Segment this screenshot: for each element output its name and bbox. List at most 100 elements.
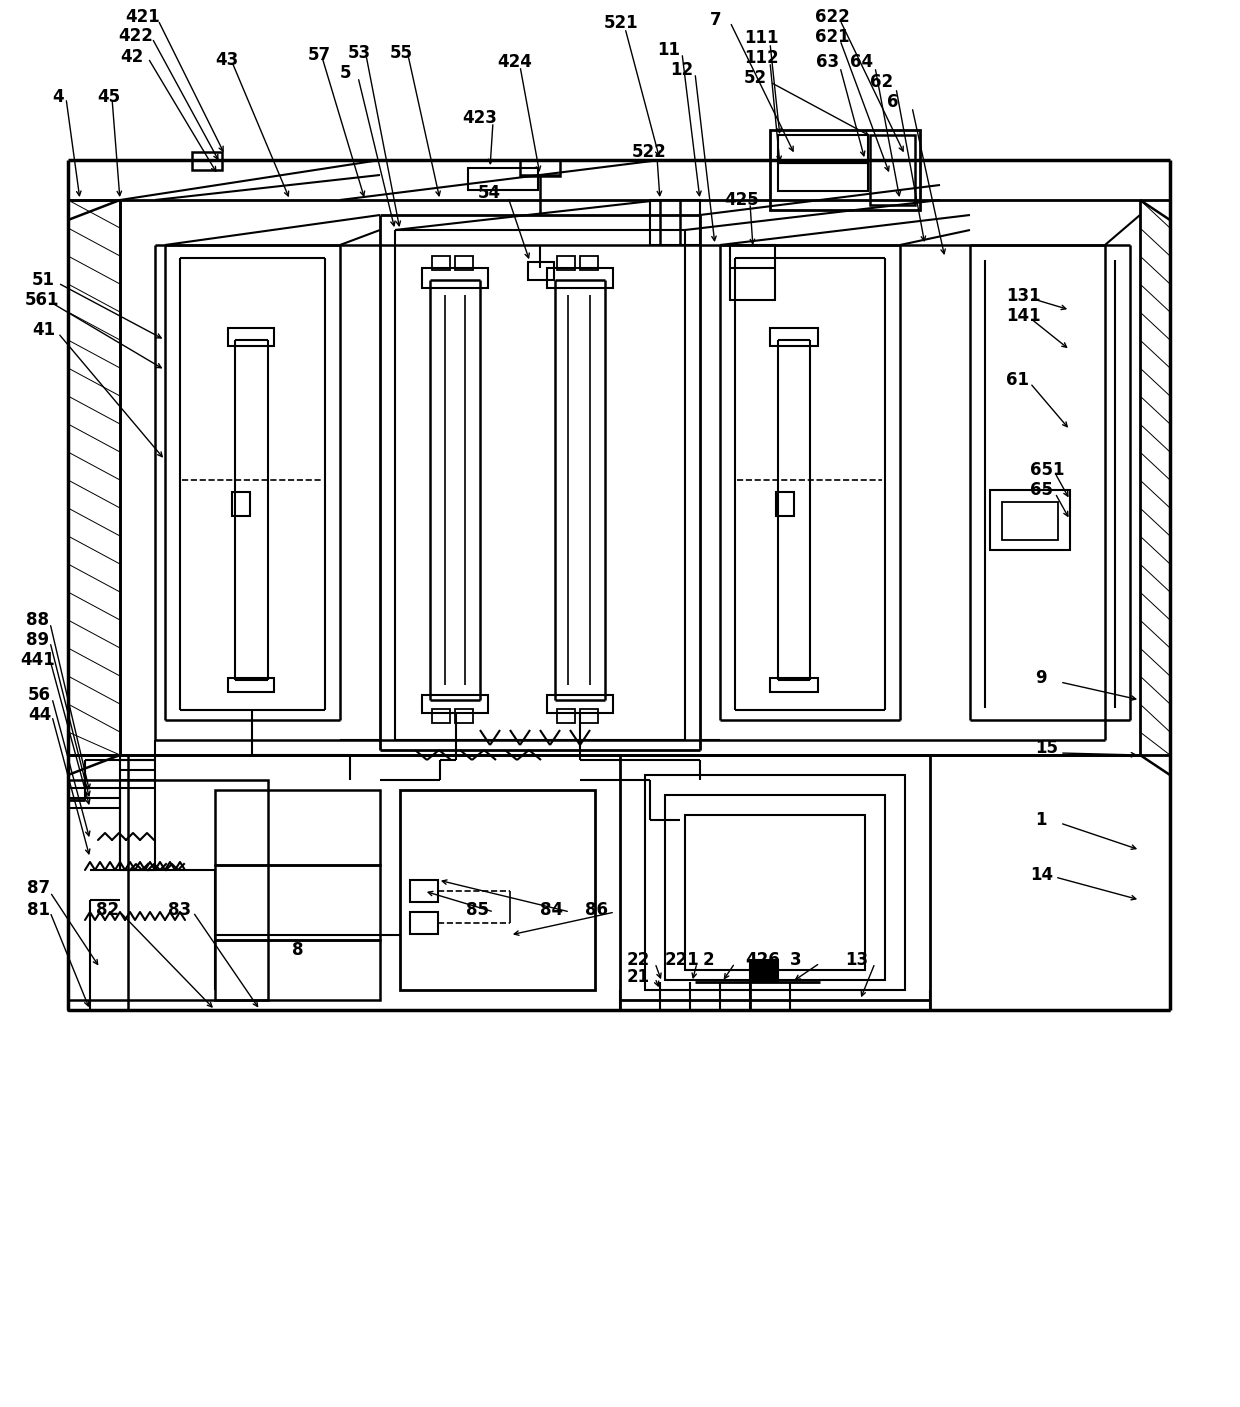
Text: 621: 621 [815, 28, 849, 46]
Bar [401, 789, 595, 991]
Text: 3: 3 [790, 951, 801, 969]
Text: 423: 423 [463, 108, 497, 127]
Text: 21: 21 [627, 968, 650, 986]
Text: 89: 89 [26, 630, 50, 649]
Bar [770, 328, 818, 346]
Bar [750, 960, 777, 982]
Bar [990, 490, 1070, 550]
Text: 522: 522 [632, 144, 667, 160]
Text: 651: 651 [1030, 461, 1064, 478]
Bar [422, 695, 489, 713]
Text: 4: 4 [52, 89, 63, 106]
Text: 53: 53 [348, 44, 371, 62]
Text: 43: 43 [215, 51, 238, 69]
Bar [422, 267, 489, 288]
Text: 11: 11 [657, 41, 680, 59]
Text: 63: 63 [816, 53, 839, 70]
Text: 622: 622 [815, 8, 849, 25]
Bar [192, 152, 222, 170]
Bar [528, 262, 554, 280]
Text: 45: 45 [97, 89, 120, 106]
Text: 221: 221 [665, 951, 699, 969]
Text: 2: 2 [703, 951, 714, 969]
Text: 1: 1 [1035, 810, 1047, 829]
Bar [68, 756, 128, 1010]
Text: 12: 12 [670, 61, 693, 79]
Text: 15: 15 [1035, 739, 1058, 757]
Bar [557, 256, 575, 270]
Text: 56: 56 [29, 687, 51, 704]
Text: 111: 111 [744, 30, 779, 46]
Bar [432, 256, 450, 270]
Text: 41: 41 [32, 321, 55, 339]
Bar [232, 492, 250, 516]
Bar [228, 328, 274, 346]
Text: 64: 64 [849, 53, 873, 70]
Bar [520, 160, 560, 176]
Bar [215, 940, 379, 1000]
Text: 422: 422 [118, 27, 153, 45]
Bar [580, 709, 598, 723]
Text: 421: 421 [125, 8, 160, 25]
Bar [777, 163, 868, 191]
Text: 85: 85 [466, 900, 489, 919]
Text: 51: 51 [32, 272, 55, 288]
Text: 112: 112 [744, 49, 779, 68]
Bar [645, 775, 905, 991]
Text: 54: 54 [477, 184, 501, 203]
Bar [580, 256, 598, 270]
Text: 521: 521 [604, 14, 639, 32]
Bar [547, 267, 613, 288]
Text: 61: 61 [1006, 371, 1029, 388]
Text: 52: 52 [744, 69, 768, 87]
Bar [68, 200, 120, 756]
Text: 131: 131 [1006, 287, 1040, 305]
Text: 81: 81 [27, 900, 50, 919]
Text: 55: 55 [391, 44, 413, 62]
Text: 7: 7 [711, 11, 722, 30]
Bar [770, 678, 818, 692]
Bar [620, 756, 930, 1010]
Text: 441: 441 [20, 651, 55, 668]
Text: 57: 57 [308, 46, 331, 63]
Text: 86: 86 [585, 900, 608, 919]
Bar [215, 865, 379, 940]
Text: 426: 426 [745, 951, 780, 969]
Text: 13: 13 [844, 951, 868, 969]
Bar [467, 167, 538, 190]
Text: 84: 84 [539, 900, 563, 919]
Bar [684, 815, 866, 969]
Text: 9: 9 [1035, 668, 1047, 687]
Bar [665, 795, 885, 981]
Text: 82: 82 [95, 900, 119, 919]
Text: 5: 5 [340, 63, 351, 82]
Text: 14: 14 [1030, 865, 1053, 884]
Bar [432, 709, 450, 723]
Bar [730, 245, 775, 300]
Bar [68, 779, 268, 1000]
Text: 62: 62 [870, 73, 893, 91]
Text: 44: 44 [29, 706, 51, 725]
Text: 6: 6 [887, 93, 899, 111]
Text: 424: 424 [497, 53, 532, 70]
Bar [228, 678, 274, 692]
Bar [770, 129, 920, 210]
Bar [1002, 502, 1058, 540]
Bar [870, 135, 915, 205]
Bar [455, 256, 472, 270]
Text: 425: 425 [724, 191, 759, 210]
Text: 83: 83 [167, 900, 191, 919]
Bar [557, 709, 575, 723]
Bar [410, 879, 438, 902]
Bar [410, 912, 438, 934]
Text: 22: 22 [627, 951, 650, 969]
Bar [776, 492, 794, 516]
Bar [650, 200, 701, 245]
Bar [215, 789, 379, 865]
Bar [455, 709, 472, 723]
Text: 87: 87 [27, 879, 50, 898]
Text: 65: 65 [1030, 481, 1053, 499]
Text: 42: 42 [120, 48, 144, 66]
Text: 88: 88 [26, 611, 50, 629]
Text: 561: 561 [25, 291, 60, 310]
